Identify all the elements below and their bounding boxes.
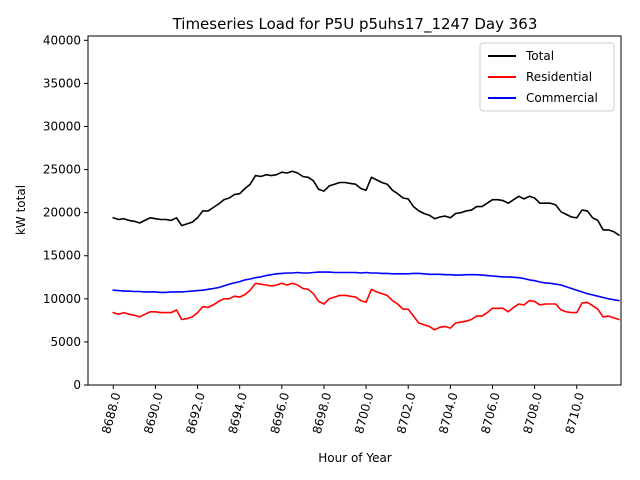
series-line-commercial <box>112 271 620 302</box>
legend-label-residential: Residential <box>526 70 592 84</box>
y-tick-label: 5000 <box>50 335 81 349</box>
plot-frame <box>87 35 622 386</box>
legend-label-commercial: Commercial <box>526 91 598 105</box>
y-tick-label: 20000 <box>43 206 81 220</box>
y-tick-label: 10000 <box>43 292 81 306</box>
plot-area <box>87 35 622 386</box>
series-layer <box>112 170 621 331</box>
chart-title: Timeseries Load for P5U p5uhs17_1247 Day… <box>172 15 538 34</box>
y-tick-label: 15000 <box>43 249 81 263</box>
y-tick-label: 35000 <box>43 76 81 90</box>
x-axis-title: Hour of Year <box>318 451 392 465</box>
legend: Total Residential Commercial <box>479 42 615 112</box>
y-tick-label: 25000 <box>43 163 81 177</box>
y-axis-title: kW total <box>14 185 28 235</box>
legend-label-total: Total <box>525 49 554 63</box>
legend-box <box>479 42 615 112</box>
y-axis-ticks: 0 5000 10000 15000 20000 25000 30000 35000 40000 <box>43 33 88 392</box>
y-tick-label: 30000 <box>43 119 81 133</box>
series-line-total <box>112 170 621 237</box>
y-tick-label: 0 <box>73 378 81 392</box>
y-tick-label: 40000 <box>43 33 81 47</box>
series-line-residential <box>112 282 620 331</box>
